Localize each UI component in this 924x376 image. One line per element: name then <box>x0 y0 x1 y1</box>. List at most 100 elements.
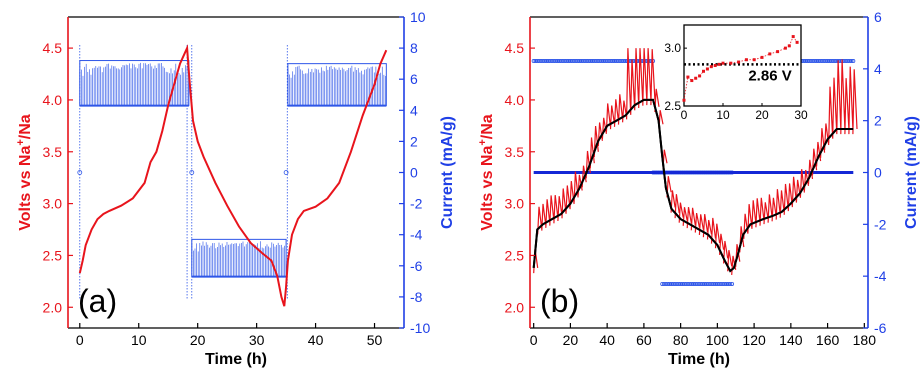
inset-trace <box>754 57 763 61</box>
current-point <box>713 281 718 286</box>
inset-trace <box>683 77 689 101</box>
y-right-tick-label: 2 <box>874 113 882 129</box>
current-point <box>825 59 830 64</box>
x-axis-label: Time (h) <box>205 351 267 368</box>
current-point <box>849 59 854 64</box>
current-point <box>599 59 604 64</box>
x-tick-label: 120 <box>742 332 766 348</box>
current-point <box>671 281 676 286</box>
current-point <box>706 281 711 286</box>
current-point <box>673 281 678 286</box>
y-left-axis-label-part: /Na <box>479 114 496 139</box>
inset-trace <box>691 77 696 81</box>
x-tick-label: 40 <box>599 332 615 348</box>
current-point <box>630 59 635 64</box>
current-point <box>590 59 595 64</box>
current-point <box>579 59 584 64</box>
current-point <box>667 281 672 286</box>
y-left-axis-label-part: Volts vs Na <box>17 146 34 231</box>
current-point <box>601 59 606 64</box>
current-point <box>708 281 713 286</box>
current-zero-point <box>283 170 289 175</box>
plot-area <box>77 44 388 307</box>
current-point <box>583 59 588 64</box>
x-tick-label: 20 <box>563 332 579 348</box>
current-point <box>810 59 815 64</box>
y-left-axis-label-superscript: + <box>15 139 27 145</box>
current-point <box>722 281 727 286</box>
y-left-tick-label: 4.0 <box>505 92 525 108</box>
current-point <box>845 59 850 64</box>
current-zero-point <box>189 170 195 175</box>
current-point <box>726 281 731 286</box>
current-point <box>621 59 626 64</box>
y-right-axis-label: Current (mA/g) <box>903 116 920 229</box>
y-right-tick-label: 0 <box>874 165 882 181</box>
current-point <box>682 281 687 286</box>
current-point <box>663 281 668 286</box>
y-right-tick-label: -4 <box>874 268 887 284</box>
current-point <box>814 59 819 64</box>
current-point <box>709 281 714 286</box>
inset-trace <box>715 63 720 66</box>
y-left-tick-label: 2.0 <box>43 299 63 315</box>
inset-x-tick-label: 10 <box>716 108 730 122</box>
current-point <box>669 281 674 286</box>
x-axis-label: Time (h) <box>668 351 730 368</box>
current-point <box>553 59 558 64</box>
x-tick-label: 180 <box>853 332 877 348</box>
x-tick-label: 0 <box>76 332 84 348</box>
y-right-tick-label: -6 <box>410 258 423 274</box>
current-point <box>719 281 724 286</box>
current-point <box>665 281 670 286</box>
current-point <box>562 59 567 64</box>
current-point <box>812 59 817 64</box>
current-point <box>685 281 690 286</box>
y-left-axis-label: Volts vs Na+/Na <box>477 114 496 231</box>
inset-x-tick-label: 0 <box>681 108 688 122</box>
y-left-tick-label: 4.5 <box>43 40 63 56</box>
current-point <box>829 59 834 64</box>
inset-trace <box>738 59 747 63</box>
y-right-tick-label: -8 <box>410 289 423 305</box>
current-point <box>695 281 700 286</box>
current-point <box>720 281 725 286</box>
current-point <box>818 59 823 64</box>
y-right-tick-label: 8 <box>410 40 418 56</box>
y-right-tick-label: -4 <box>410 227 423 243</box>
voltage-fit-curve-top <box>532 98 854 273</box>
current-point <box>684 281 689 286</box>
current-point <box>823 59 828 64</box>
inset-x-tick-label: 30 <box>794 108 808 122</box>
inset-y-tick-label: 2.5 <box>664 99 681 113</box>
current-point <box>618 59 623 64</box>
current-point <box>612 59 617 64</box>
inset-trace <box>718 62 724 65</box>
current-point <box>531 59 536 64</box>
current-point <box>588 59 593 64</box>
voltage-curve <box>78 44 388 307</box>
current-point <box>816 59 821 64</box>
current-point <box>537 59 542 64</box>
current-point <box>539 59 544 64</box>
x-tick-label: 0 <box>530 332 538 348</box>
current-point <box>831 59 836 64</box>
current-point <box>603 59 608 64</box>
inset-trace <box>777 47 786 52</box>
current-point <box>572 59 577 64</box>
current-point <box>586 59 591 64</box>
current-point <box>550 59 555 64</box>
current-point <box>619 59 624 64</box>
current-point <box>595 59 600 64</box>
inset-trace <box>769 51 778 55</box>
current-point <box>535 59 540 64</box>
y-right-axis-label: Current (mA/g) <box>439 116 456 229</box>
current-point <box>540 59 545 64</box>
y-left-tick-label: 2.5 <box>43 247 63 263</box>
y-left-tick-label: 2.0 <box>505 299 525 315</box>
current-point <box>570 59 575 64</box>
inset-trace <box>703 68 708 72</box>
current-point <box>660 281 665 286</box>
current-zero-point <box>77 170 83 175</box>
